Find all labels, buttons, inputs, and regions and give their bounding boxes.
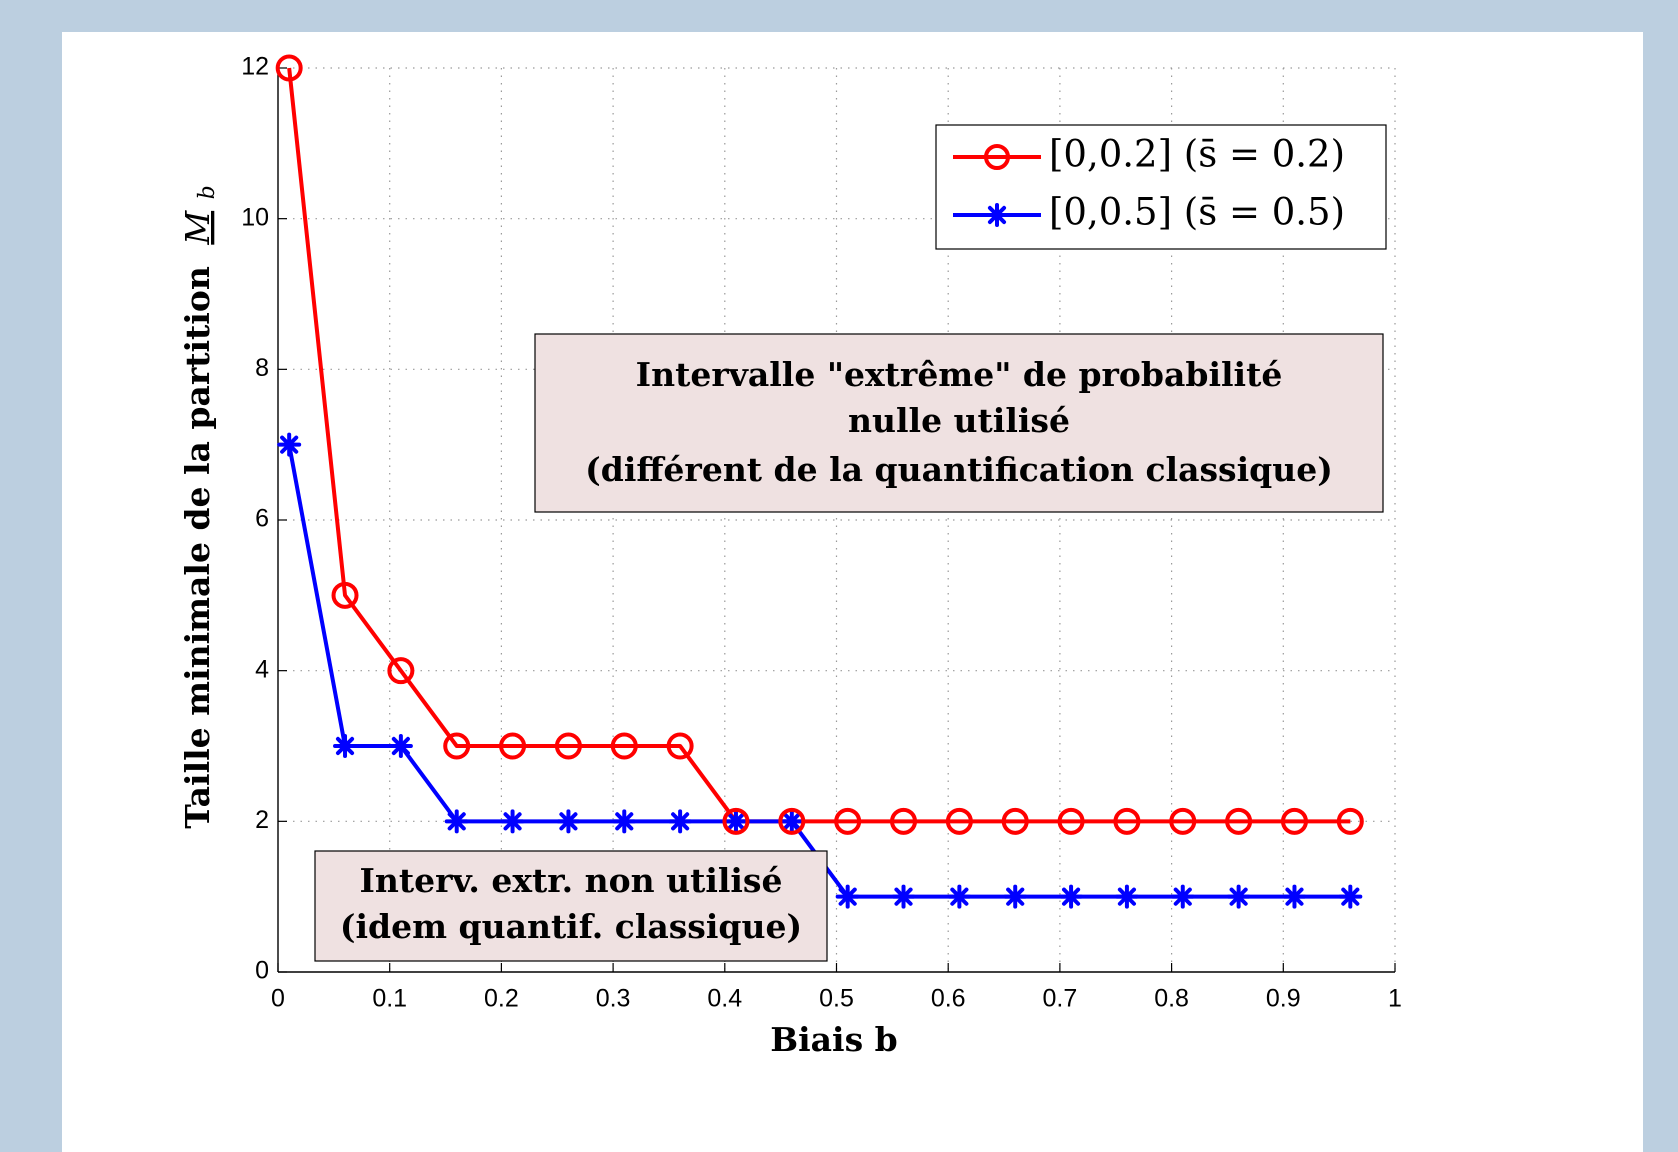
annotation-line-1: Interv. extr. non utilisé xyxy=(359,861,782,900)
data-point-series-2 xyxy=(1282,884,1307,909)
y-tick-label: 2 xyxy=(255,806,269,834)
data-point-series-2 xyxy=(835,884,860,909)
data-point-series-1 xyxy=(443,732,471,760)
data-point-series-1 xyxy=(554,732,582,760)
annotation-line-1: Intervalle "extrême" de probabilité xyxy=(636,355,1283,394)
x-axis-label: Biais b xyxy=(770,1020,898,1059)
data-point-series-2 xyxy=(1003,884,1028,909)
y-tick-label: 0 xyxy=(255,957,269,985)
legend-circle-marker xyxy=(984,144,1010,170)
x-tick-label: 0.8 xyxy=(1154,985,1189,1013)
data-point-series-2 xyxy=(277,432,302,457)
y-tick-label: 10 xyxy=(241,203,269,231)
axes xyxy=(277,67,1396,973)
data-point-series-1 xyxy=(1225,807,1253,835)
x-tick-label: 0.5 xyxy=(819,985,854,1013)
annotation-box xyxy=(314,850,828,962)
series-markers xyxy=(275,54,1364,909)
y-tick-label: 8 xyxy=(255,354,269,382)
data-point-series-1 xyxy=(834,807,862,835)
data-point-series-1 xyxy=(275,54,303,82)
data-point-series-2 xyxy=(388,734,413,758)
figure-panel: 0 0.1 0.2 0.3 0.4 0.5 0.6 0.7 0.8 0.9 1 0 2 4 6 8 10 12 … xyxy=(62,32,1643,1152)
annotation-line-2: nulle utilisé xyxy=(848,401,1070,440)
data-point-series-1 xyxy=(890,807,918,835)
data-point-series-2 xyxy=(1170,884,1195,909)
x-tick-label: 0.4 xyxy=(707,985,742,1013)
data-point-series-1 xyxy=(666,732,694,760)
annotation-line-3: (différent de la quantification classiqu… xyxy=(585,450,1333,489)
legend-box xyxy=(935,124,1387,250)
legend-asterisk-glyph xyxy=(985,203,1009,227)
data-point-series-1 xyxy=(1169,807,1197,835)
annotation-line-2: (idem quantif. classique) xyxy=(340,907,802,946)
annotation-box xyxy=(534,333,1384,513)
data-point-series-2 xyxy=(779,809,804,834)
data-point-series-1 xyxy=(331,581,359,609)
data-point-series-2 xyxy=(947,884,972,909)
x-tick-label: 0.1 xyxy=(372,985,407,1013)
data-point-series-1 xyxy=(1280,807,1308,835)
annotation-extreme-unused: Interv. extr. non utilisé (idem quantif.… xyxy=(314,850,828,962)
y-axis-label-subscript: b xyxy=(195,185,220,199)
y-tick-labels: 0 2 4 6 8 10 12 xyxy=(241,53,269,985)
x-tick-label: 0.7 xyxy=(1043,985,1078,1013)
y-axis-label: Taille minimale de la partition M b xyxy=(178,185,220,828)
data-point-series-2 xyxy=(1226,884,1251,909)
y-tick-label: 4 xyxy=(255,655,269,683)
x-tick-label: 1 xyxy=(1388,985,1402,1013)
data-point-series-2 xyxy=(444,809,469,834)
data-point-series-2 xyxy=(668,809,693,834)
y-tick-label: 6 xyxy=(255,505,269,533)
line-chart: 0 0.1 0.2 0.3 0.4 0.5 0.6 0.7 0.8 0.9 1 024681012 … xyxy=(178,53,1402,1059)
annotation-extreme-used: Intervalle "extrême" de probabilité null… xyxy=(534,333,1384,513)
data-point-series-1 xyxy=(945,807,973,835)
legend-asterisk-marker xyxy=(985,203,1009,227)
data-point-series-2 xyxy=(1114,884,1139,909)
data-point-series-1 xyxy=(499,732,527,760)
legend: [0,0.2] (s̄ = 0.2) [0,0.5] (s̄ = 0.5) xyxy=(935,124,1387,250)
series-line-1 xyxy=(287,67,1351,824)
data-point-series-2 xyxy=(1059,884,1084,909)
x-tick-label: 0 xyxy=(271,985,285,1013)
y-axis-label-symbol: M xyxy=(178,210,217,246)
data-point-series-2 xyxy=(500,809,525,834)
data-point-series-2 xyxy=(1338,884,1363,909)
data-point-series-1 xyxy=(1113,807,1141,835)
data-point-series-2 xyxy=(612,809,637,834)
data-point-series-1 xyxy=(778,807,806,835)
y-axis-label-text: Taille minimale de la partition xyxy=(178,266,217,829)
x-tick-label: 0.3 xyxy=(596,985,631,1013)
legend-label-series-1: [0,0.2] (s̄ = 0.2) xyxy=(1049,133,1345,176)
x-tick-labels: 0 0.1 0.2 0.3 0.4 0.5 0.6 0.7 0.8 0.9 1 xyxy=(271,985,1402,1013)
y-tick-label: 12 xyxy=(241,53,269,81)
data-point-series-1 xyxy=(1001,807,1029,835)
data-point-series-1 xyxy=(1336,807,1364,835)
data-point-series-2 xyxy=(556,809,581,834)
x-tick-label: 0.2 xyxy=(484,985,519,1013)
x-tick-label: 0.9 xyxy=(1266,985,1301,1013)
x-tick-label: 0.6 xyxy=(931,985,966,1013)
data-point-series-1 xyxy=(1057,807,1085,835)
data-point-series-1 xyxy=(610,732,638,760)
data-point-series-2 xyxy=(333,734,358,758)
data-point-series-2 xyxy=(723,809,748,834)
data-point-series-1 xyxy=(722,807,750,835)
svg-text:Taille minimale de la partitio: Taille minimale de la partition M b xyxy=(178,185,220,828)
data-point-series-2 xyxy=(891,884,916,909)
data-point-series-1 xyxy=(387,657,415,685)
legend-label-series-2: [0,0.5] (s̄ = 0.5) xyxy=(1049,191,1345,234)
